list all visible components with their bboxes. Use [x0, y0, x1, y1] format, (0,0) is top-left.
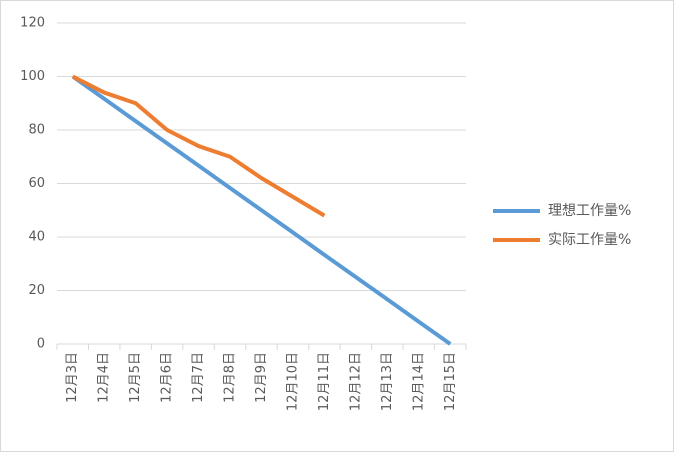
- x-tick-label: 12月10日: [285, 352, 300, 411]
- legend-label: 理想工作量%: [548, 203, 631, 219]
- x-tick-label: 12月14日: [411, 352, 426, 411]
- series-line: [71, 74, 452, 346]
- x-tick-label: 12月13日: [380, 352, 395, 411]
- x-tick-label: 12月5日: [128, 352, 143, 403]
- x-tick-label: 12月8日: [223, 352, 238, 403]
- x-tick-label: 12月3日: [65, 352, 80, 403]
- x-tick-label: 12月7日: [191, 352, 206, 403]
- x-tick-label: 12月15日: [443, 352, 458, 411]
- y-tick-label: 100: [20, 69, 45, 84]
- x-tick-label: 12月11日: [317, 352, 332, 411]
- y-tick-label: 0: [37, 337, 45, 352]
- x-tick-label: 12月6日: [160, 352, 175, 403]
- y-tick-label: 40: [28, 230, 45, 245]
- y-tick-label: 20: [28, 283, 45, 298]
- x-tick-label: 12月12日: [348, 352, 363, 411]
- y-tick-label: 80: [28, 123, 45, 138]
- series-line: [71, 74, 326, 218]
- y-tick-label: 120: [20, 16, 45, 31]
- x-tick-label: 12月4日: [97, 352, 112, 403]
- y-tick-label: 60: [28, 176, 45, 191]
- legend-label: 实际工作量%: [548, 232, 631, 248]
- x-tick-label: 12月9日: [254, 352, 269, 403]
